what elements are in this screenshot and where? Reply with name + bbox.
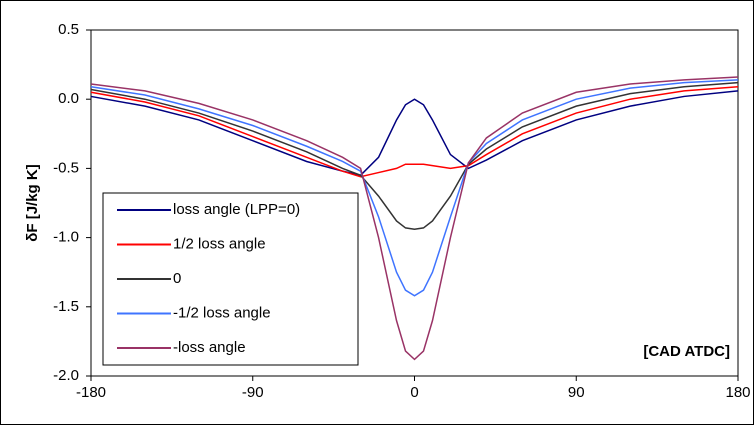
legend-label: -1/2 loss angle [173, 304, 271, 321]
x-tick-label: 0 [410, 384, 418, 401]
y-tick-label: 0.5 [58, 21, 79, 38]
y-axis-label: δF [J/kg K] [24, 164, 41, 241]
legend-label: 1/2 loss angle [173, 235, 266, 252]
x-tick-label: -90 [242, 384, 264, 401]
y-tick-label: -1.5 [53, 298, 79, 315]
series-line [90, 81, 739, 231]
legend-label: loss angle (LPP=0) [173, 201, 300, 218]
x-tick-label: 90 [568, 384, 585, 401]
series-line [90, 76, 739, 361]
x-tick-label: -180 [76, 384, 106, 401]
series-line [90, 79, 739, 297]
legend-label: 0 [173, 270, 181, 287]
y-tick-label: -2.0 [53, 367, 79, 384]
y-tick-label: -0.5 [53, 159, 79, 176]
x-axis-label: [CAD ATDC] [643, 343, 730, 360]
x-tick-label: 180 [725, 384, 750, 401]
series-line [90, 85, 739, 178]
y-tick-label: -1.0 [53, 229, 79, 246]
series-line [90, 90, 739, 177]
y-tick-label: 0.0 [58, 90, 79, 107]
legend-label: -loss angle [173, 339, 246, 356]
